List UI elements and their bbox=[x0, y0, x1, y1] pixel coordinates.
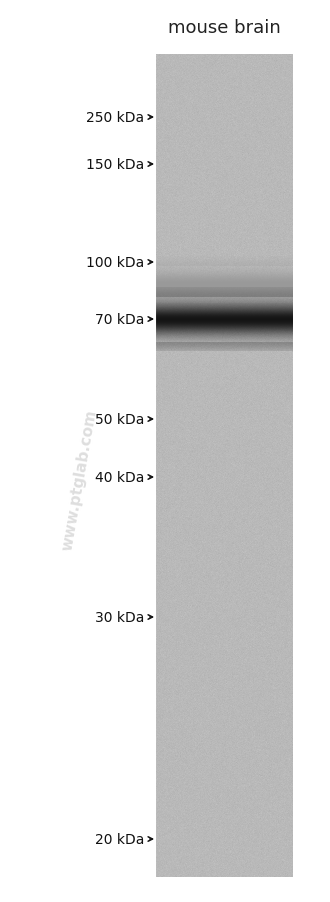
Text: 70 kDa: 70 kDa bbox=[95, 313, 144, 327]
Text: 20 kDa: 20 kDa bbox=[95, 832, 144, 846]
Text: 30 kDa: 30 kDa bbox=[95, 611, 144, 624]
Text: 250 kDa: 250 kDa bbox=[86, 111, 144, 124]
Text: www.ptglab.com: www.ptglab.com bbox=[60, 408, 100, 551]
Text: mouse brain: mouse brain bbox=[168, 19, 280, 37]
Text: 50 kDa: 50 kDa bbox=[95, 412, 144, 427]
Text: 100 kDa: 100 kDa bbox=[86, 255, 144, 270]
Text: 40 kDa: 40 kDa bbox=[95, 471, 144, 484]
Text: 150 kDa: 150 kDa bbox=[86, 158, 144, 171]
